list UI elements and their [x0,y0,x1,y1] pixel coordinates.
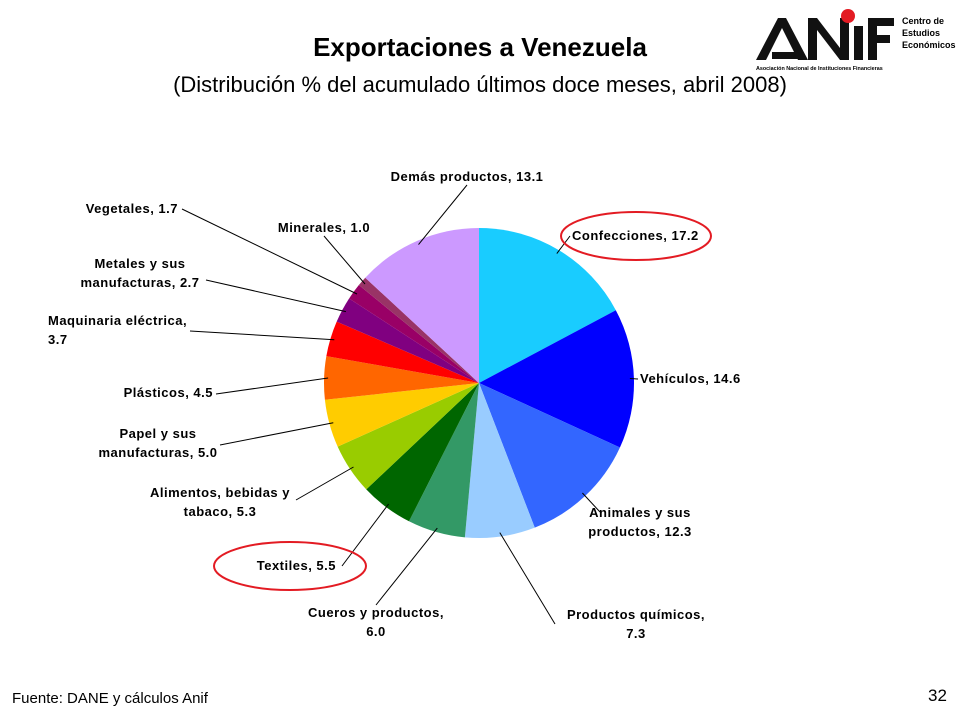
slice-label: Maquinaria eléctrica, 3.7 [48,313,187,347]
pie-leader-lines [181,184,639,625]
pie-slice [337,383,479,490]
pie-slice [323,356,479,400]
pie-slices [323,228,634,539]
pie-slice [409,383,479,538]
slice-label: Metales y sus manufacturas, 2.7 [80,256,199,290]
slice-label: Demás productos, 13.1 [391,169,544,184]
slice-label: Plásticos, 4.5 [124,385,213,400]
slice-label: Papel y sus manufacturas, 5.0 [98,426,217,460]
pie-slice [479,228,616,383]
pie-slice [324,383,479,447]
pie-slice [464,383,535,539]
slice-label: Vegetales, 1.7 [86,201,178,216]
leader-line [418,184,468,245]
leader-line [629,378,639,380]
source-note: Fuente: DANE y cálculos Anif [12,690,208,707]
slice-label: Animales y sus productos, 12.3 [588,505,692,539]
leader-line [189,330,335,341]
pie-slice [365,228,479,383]
pie-highlight-ellipses [213,211,712,591]
logo-unit-line3: Económicos [902,40,956,50]
pie-slice [358,277,479,383]
leader-line [375,527,438,606]
chart-subtitle: (Distribución % del acumulado últimos do… [173,72,787,97]
leader-line [295,466,354,501]
slice-label: Alimentos, bebidas y tabaco, 5.3 [150,485,290,519]
leader-line [215,377,329,395]
logo-unit-line2: Estudios [902,28,940,38]
pie-labels: Confecciones, 17.2 Vehículos, 14.6 Animale… [48,169,741,641]
logo-tagline: Asociación Nacional de Instituciones Fin… [756,66,883,72]
leader-line [556,235,571,254]
slice-label: Textiles, 5.5 [257,558,336,573]
pie-slice [479,383,620,528]
slice-label: Productos químicos, 7.3 [567,607,705,641]
leader-line [582,492,601,513]
pie-slice [326,321,479,383]
leader-line [205,279,347,313]
pie-slice [366,383,479,522]
logo-unit-line1: Centro de [902,16,944,26]
pie-slice [349,285,479,383]
highlight-ellipse [560,211,712,261]
leader-line [219,422,334,446]
anif-logo: Centro de Estudios Económicos Asociación… [756,9,956,72]
page-number: 32 [928,686,947,705]
leader-line [181,208,358,295]
leader-line [499,532,556,625]
pie-slice [336,298,479,383]
leader-line [323,235,366,285]
slice-label: Minerales, 1.0 [278,220,370,235]
highlight-ellipse [213,541,367,591]
leader-line [341,503,389,567]
slice-label: Vehículos, 14.6 [640,371,741,386]
pie-slice [479,310,634,448]
slice-label: Confecciones, 17.2 [572,228,699,243]
chart-title: Exportaciones a Venezuela [313,32,647,62]
logo-accent-dot [841,9,855,23]
slice-label: Cueros y productos, 6.0 [308,605,444,639]
